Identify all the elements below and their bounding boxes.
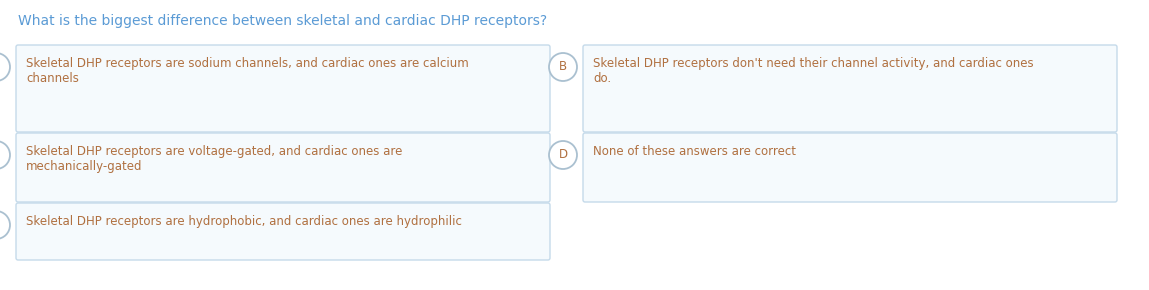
Text: B: B <box>558 61 568 73</box>
Text: Skeletal DHP receptors are sodium channels, and cardiac ones are calcium: Skeletal DHP receptors are sodium channe… <box>26 57 469 70</box>
Text: Skeletal DHP receptors don't need their channel activity, and cardiac ones: Skeletal DHP receptors don't need their … <box>593 57 1034 70</box>
Text: D: D <box>558 148 568 162</box>
Circle shape <box>0 141 10 169</box>
FancyBboxPatch shape <box>16 133 550 202</box>
Circle shape <box>549 141 577 169</box>
Text: channels: channels <box>26 72 79 85</box>
Circle shape <box>549 53 577 81</box>
Text: do.: do. <box>593 72 611 85</box>
FancyBboxPatch shape <box>583 45 1117 132</box>
FancyBboxPatch shape <box>16 203 550 260</box>
Circle shape <box>0 53 10 81</box>
FancyBboxPatch shape <box>16 45 550 132</box>
Circle shape <box>0 211 10 239</box>
Text: Skeletal DHP receptors are hydrophobic, and cardiac ones are hydrophilic: Skeletal DHP receptors are hydrophobic, … <box>26 215 462 228</box>
FancyBboxPatch shape <box>583 133 1117 202</box>
Text: None of these answers are correct: None of these answers are correct <box>593 145 796 158</box>
Text: Skeletal DHP receptors are voltage-gated, and cardiac ones are: Skeletal DHP receptors are voltage-gated… <box>26 145 402 158</box>
Text: mechanically-gated: mechanically-gated <box>26 160 142 173</box>
Text: What is the biggest difference between skeletal and cardiac DHP receptors?: What is the biggest difference between s… <box>18 14 547 28</box>
